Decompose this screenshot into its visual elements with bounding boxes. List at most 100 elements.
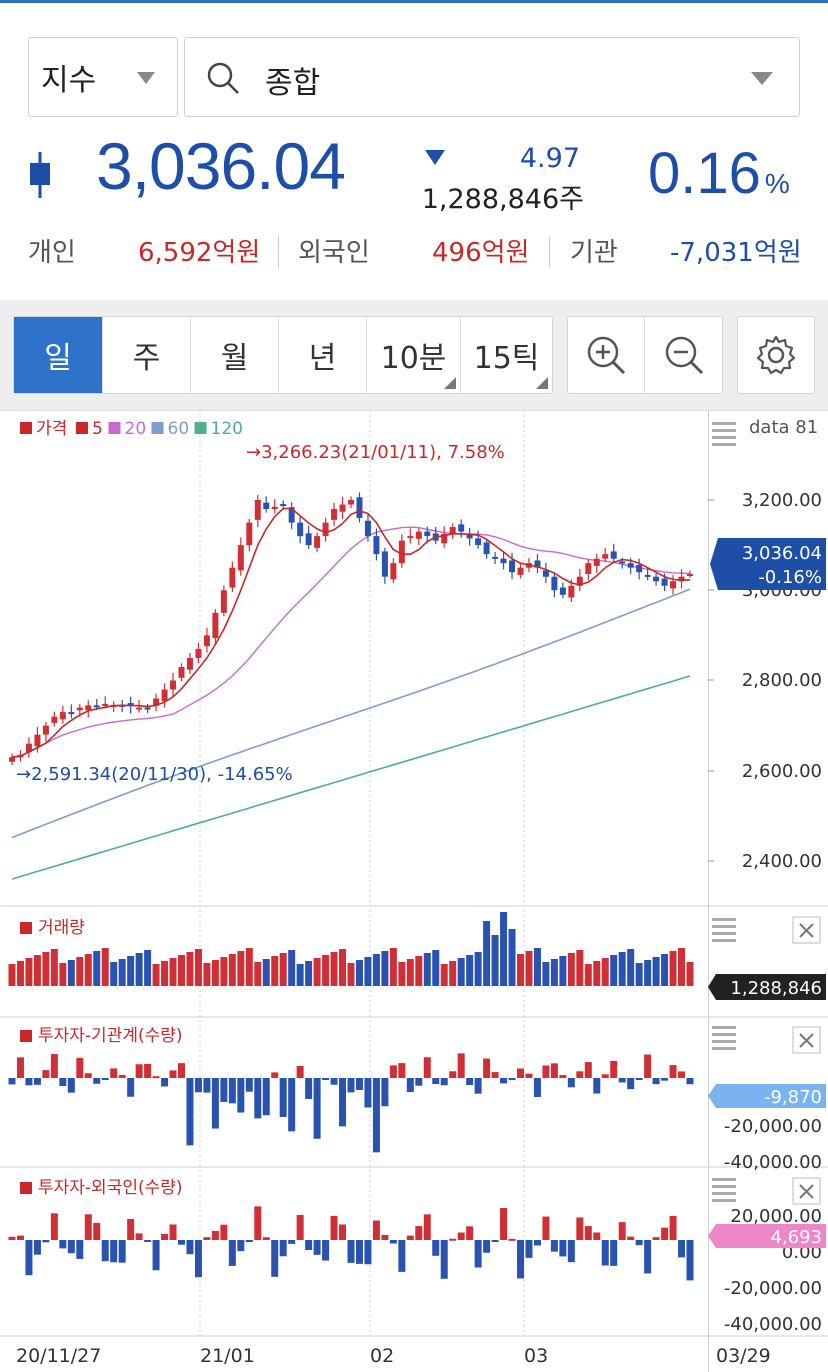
institution-bar bbox=[76, 1057, 84, 1078]
y-tick: 2,600.00 bbox=[742, 761, 822, 782]
candle-body bbox=[576, 576, 583, 586]
close-icon[interactable] bbox=[792, 916, 821, 944]
institution-bar bbox=[661, 1078, 669, 1081]
panel-menu-icon[interactable] bbox=[712, 918, 736, 942]
volume-bar bbox=[152, 964, 160, 986]
candle-body bbox=[42, 725, 49, 735]
foreign-bar bbox=[627, 1236, 635, 1240]
institution-bar bbox=[211, 1078, 219, 1129]
institution-bar bbox=[406, 1078, 414, 1093]
institution-bar bbox=[279, 1078, 287, 1118]
candle-body bbox=[51, 716, 58, 723]
panel-menu-icon[interactable] bbox=[712, 422, 736, 446]
institution-bar bbox=[288, 1078, 296, 1132]
foreign-bar bbox=[347, 1240, 355, 1263]
institution-bar bbox=[8, 1078, 16, 1085]
stock-chart[interactable]: 가격 5 20 60 120 data 81 →3,266.23(21/01/11), … bbox=[0, 410, 828, 1372]
institution-bar bbox=[262, 1078, 270, 1116]
institution-bar bbox=[398, 1063, 406, 1078]
candle-body bbox=[331, 509, 338, 520]
institution-bar bbox=[101, 1078, 109, 1080]
tab-day[interactable]: 일 bbox=[14, 317, 103, 393]
institution-bar bbox=[559, 1075, 567, 1078]
foreign-bar bbox=[254, 1206, 262, 1240]
volume-bar bbox=[67, 960, 75, 986]
candle-body bbox=[517, 567, 524, 575]
foreign-bar bbox=[16, 1235, 24, 1240]
change-percent: 0.16% bbox=[648, 141, 790, 206]
tab-10min[interactable]: 10분 bbox=[367, 317, 461, 393]
close-icon[interactable] bbox=[792, 1177, 821, 1205]
candle-body bbox=[237, 545, 244, 571]
volume-bar bbox=[194, 949, 202, 986]
foreign-tag: 4,693 bbox=[708, 1224, 826, 1248]
settings-button[interactable] bbox=[738, 317, 814, 393]
foreign-bar bbox=[161, 1234, 169, 1240]
tab-month[interactable]: 월 bbox=[191, 317, 279, 393]
volume-bar bbox=[203, 963, 211, 986]
candle-body bbox=[390, 563, 397, 580]
volume-bar bbox=[237, 951, 245, 986]
foreign-bar bbox=[8, 1236, 16, 1240]
volume-bar bbox=[618, 952, 626, 986]
tab-15tick[interactable]: 15틱 bbox=[461, 317, 552, 393]
candle-body bbox=[85, 705, 92, 711]
institution-bar bbox=[110, 1068, 118, 1078]
tab-year[interactable]: 년 bbox=[279, 317, 367, 393]
candle-body bbox=[170, 680, 177, 690]
close-icon[interactable] bbox=[792, 1026, 821, 1054]
candle-body bbox=[93, 705, 100, 708]
institution-bar bbox=[271, 1072, 279, 1078]
volume-bar bbox=[678, 948, 686, 986]
institution-bar bbox=[161, 1078, 169, 1087]
institution-bar bbox=[144, 1063, 152, 1078]
foreign-bar bbox=[661, 1227, 669, 1240]
gear-icon bbox=[756, 335, 796, 375]
candle-body bbox=[229, 567, 236, 588]
institution-bar bbox=[178, 1063, 185, 1078]
tab-week[interactable]: 주 bbox=[103, 317, 191, 393]
ma60-line bbox=[11, 588, 691, 839]
foreign-bar bbox=[194, 1240, 202, 1278]
investor-value-foreign: 496억원 bbox=[432, 238, 530, 268]
volume-bar bbox=[525, 951, 533, 986]
legend-swatch bbox=[194, 422, 207, 434]
volume-bar bbox=[118, 959, 126, 986]
volume-bar bbox=[533, 948, 541, 986]
candle-body bbox=[475, 538, 482, 546]
institution-bar bbox=[576, 1071, 584, 1078]
foreign-bar bbox=[67, 1240, 75, 1254]
foreign-bar bbox=[144, 1240, 152, 1242]
foreign-bar bbox=[25, 1240, 33, 1276]
volume-bar bbox=[25, 958, 33, 986]
institution-bar bbox=[474, 1078, 482, 1094]
y-tick: 20,000.00 bbox=[730, 1206, 822, 1227]
foreign-bar bbox=[542, 1216, 550, 1240]
institution-bar bbox=[313, 1078, 321, 1139]
volume-bar bbox=[474, 952, 482, 986]
index-search-select[interactable]: 종합 bbox=[184, 37, 800, 117]
volume-bar bbox=[601, 958, 609, 986]
foreign-bar bbox=[610, 1240, 618, 1266]
candle-body bbox=[483, 542, 490, 555]
foreign-bar bbox=[576, 1217, 584, 1240]
foreign-bar bbox=[372, 1220, 380, 1240]
foreign-bar bbox=[305, 1240, 313, 1251]
zoom-in-button[interactable] bbox=[568, 317, 645, 393]
foreign-bar bbox=[398, 1240, 406, 1272]
foreign-bar bbox=[669, 1215, 677, 1240]
foreign-bar bbox=[211, 1230, 219, 1240]
volume-bar bbox=[279, 953, 287, 986]
foreign-bar bbox=[525, 1240, 533, 1258]
market-type-select[interactable]: 지수 bbox=[28, 37, 178, 117]
foreign-bar bbox=[364, 1240, 372, 1265]
zoom-out-button[interactable] bbox=[645, 317, 722, 393]
panel-menu-icon[interactable] bbox=[712, 1026, 736, 1050]
institution-bar bbox=[16, 1057, 24, 1078]
volume-bar bbox=[500, 912, 508, 986]
foreign-bar bbox=[415, 1226, 423, 1240]
volume-bar bbox=[372, 954, 380, 986]
institution-bar bbox=[93, 1078, 101, 1084]
panel-menu-icon[interactable] bbox=[712, 1178, 736, 1202]
candle-body bbox=[678, 576, 685, 582]
